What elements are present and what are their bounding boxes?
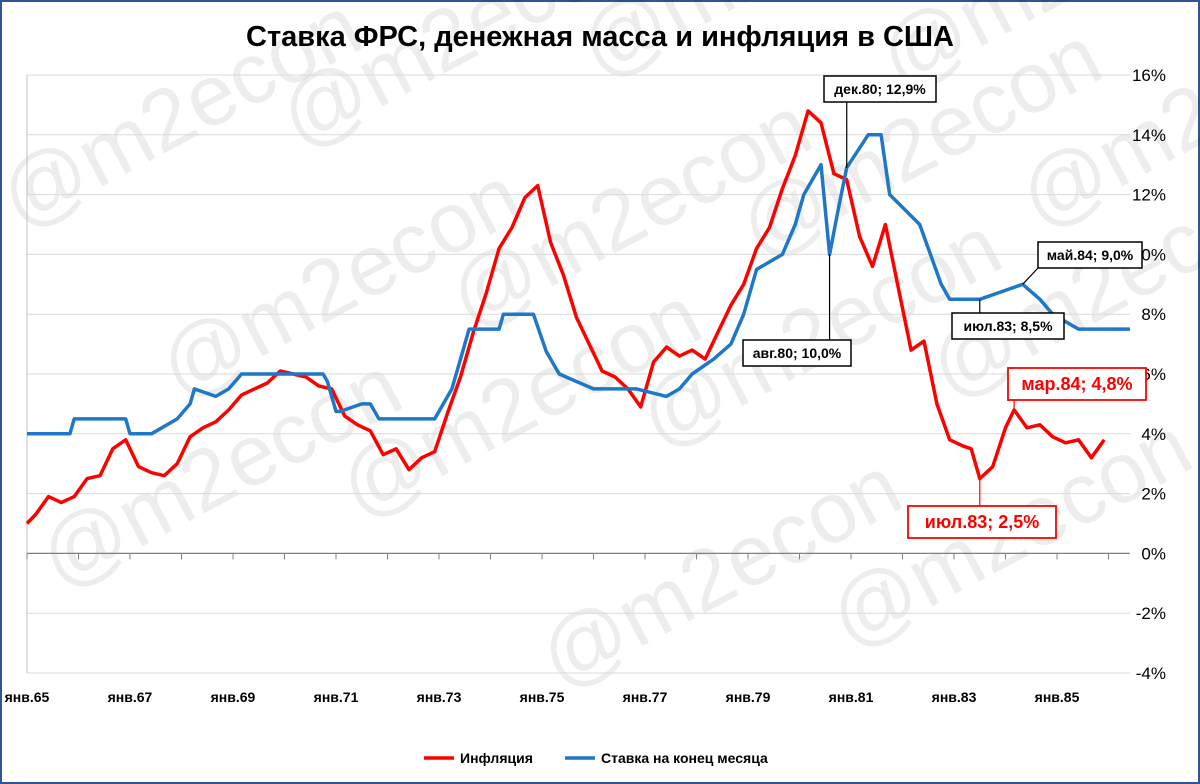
y-tick-label: 8% — [1141, 305, 1166, 324]
annotation-box — [951, 312, 1065, 340]
legend: Инфляция Ставка на конец месяца — [424, 750, 768, 766]
x-tick-label: янв.75 — [520, 689, 565, 705]
x-tick-label: янв.73 — [417, 689, 462, 705]
annotations: дек.80; 12,9% авг.80; 10,0% май.84; 9,0% ию… — [742, 75, 1147, 539]
x-tick-label: янв.81 — [829, 689, 874, 705]
annotation-box — [742, 339, 852, 367]
annotation-label: июл.83; 2,5% — [925, 512, 1039, 532]
x-tick-label: янв.79 — [726, 689, 771, 705]
annotation-label: май.84; 9,0% — [1047, 247, 1134, 263]
grid — [27, 74, 1130, 674]
watermarks: @m2econ@m2econ@m2econ@m2econ@m2econ@m2ec… — [0, 0, 1200, 707]
annotation-box — [1037, 241, 1143, 269]
annotation-label: авг.80; 10,0% — [753, 345, 842, 361]
x-tick-label: янв.83 — [932, 689, 977, 705]
x-tick-label: янв.71 — [314, 689, 359, 705]
series-line-rate — [27, 133, 1130, 436]
y-tick-label: 16% — [1132, 66, 1166, 85]
x-tick-label: янв.65 — [5, 689, 50, 705]
annotation-leader — [1022, 267, 1039, 285]
y-tick-label: 12% — [1132, 186, 1166, 205]
y-tick-label: 14% — [1132, 126, 1166, 145]
annotation-label: мар.84; 4,8% — [1021, 374, 1132, 394]
y-tick-label: 4% — [1141, 425, 1166, 444]
annotation-label: июл.83; 8,5% — [963, 318, 1053, 334]
x-tick-label: янв.77 — [623, 689, 668, 705]
series-lines — [25, 109, 1130, 525]
series-line-inflation — [25, 109, 1106, 525]
y-tick-label: -4% — [1136, 664, 1166, 683]
y-tick-label: -2% — [1136, 604, 1166, 623]
chart-title: Ставка ФРС, денежная масса и инфляция в … — [246, 21, 954, 53]
y-tick-label: 0% — [1141, 544, 1166, 563]
annotation-box — [907, 505, 1057, 539]
x-tick-label: янв.85 — [1035, 689, 1080, 705]
x-axis: янв.65 янв.67 янв.69 янв.71 янв.73 янв.75 янв.… — [5, 75, 1130, 705]
y-tick-label: 6% — [1141, 365, 1166, 384]
x-tick-label: янв.69 — [211, 689, 256, 705]
annotation-label: дек.80; 12,9% — [834, 81, 926, 97]
x-tick-label: янв.67 — [108, 689, 153, 705]
annotation-box — [1007, 367, 1147, 401]
y-tick-label: 2% — [1141, 485, 1166, 504]
legend-label-inflation: Инфляция — [460, 750, 533, 766]
annotation-box — [823, 75, 937, 103]
legend-label-rate: Ставка на конец месяца — [601, 750, 768, 766]
